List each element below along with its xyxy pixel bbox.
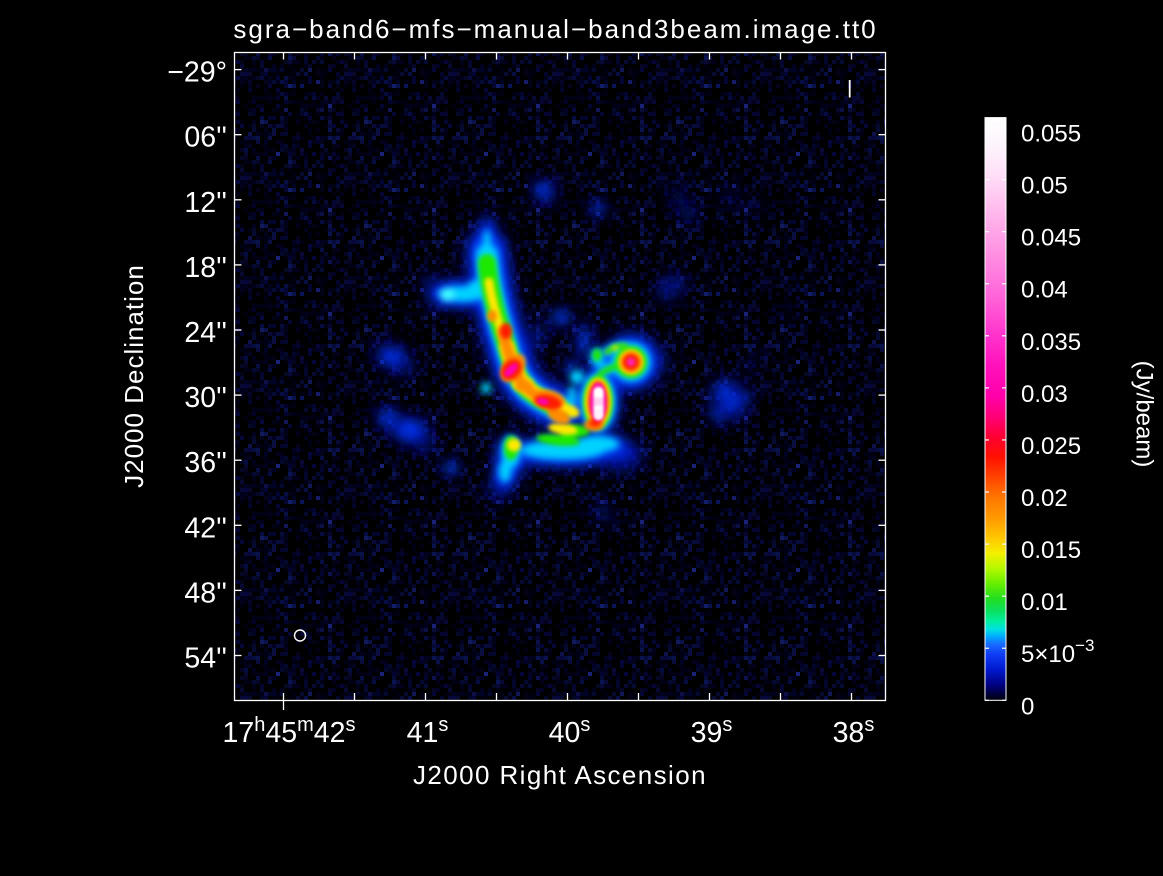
svg-text:−29°: −29°: [167, 57, 227, 89]
svg-text:54'': 54'': [184, 643, 227, 675]
svg-text:0.01: 0.01: [1021, 589, 1068, 616]
svg-text:42'': 42'': [184, 512, 227, 544]
svg-text:17h45m42s: 17h45m42s: [223, 714, 356, 749]
svg-text:0: 0: [1021, 693, 1034, 720]
svg-text:0.05: 0.05: [1021, 173, 1068, 200]
svg-text:30'': 30'': [184, 382, 227, 414]
svg-text:sgra−band6−mfs−manual−band3bea: sgra−band6−mfs−manual−band3beam.image.tt…: [233, 14, 877, 44]
svg-text:36'': 36'': [184, 447, 227, 479]
svg-text:0.015: 0.015: [1021, 537, 1081, 564]
svg-text:5×10−3: 5×10−3: [1021, 636, 1094, 668]
svg-text:18'': 18'': [184, 252, 227, 284]
svg-text:0.035: 0.035: [1021, 329, 1081, 356]
svg-text:24'': 24'': [184, 317, 227, 349]
svg-text:06'': 06'': [184, 122, 227, 154]
svg-text:12'': 12'': [184, 187, 227, 219]
svg-text:0.025: 0.025: [1021, 433, 1081, 460]
svg-text:J2000 Right Ascension: J2000 Right Ascension: [413, 760, 707, 790]
svg-text:0.055: 0.055: [1021, 121, 1081, 148]
svg-text:0.04: 0.04: [1021, 277, 1068, 304]
svg-text:40s: 40s: [549, 714, 591, 749]
svg-text:(Jy/beam): (Jy/beam): [1131, 361, 1158, 468]
svg-text:0.03: 0.03: [1021, 381, 1068, 408]
svg-text:48'': 48'': [184, 577, 227, 609]
svg-text:J2000 Declination: J2000 Declination: [119, 264, 149, 488]
svg-text:0.02: 0.02: [1021, 485, 1068, 512]
svg-text:0.045: 0.045: [1021, 225, 1081, 252]
